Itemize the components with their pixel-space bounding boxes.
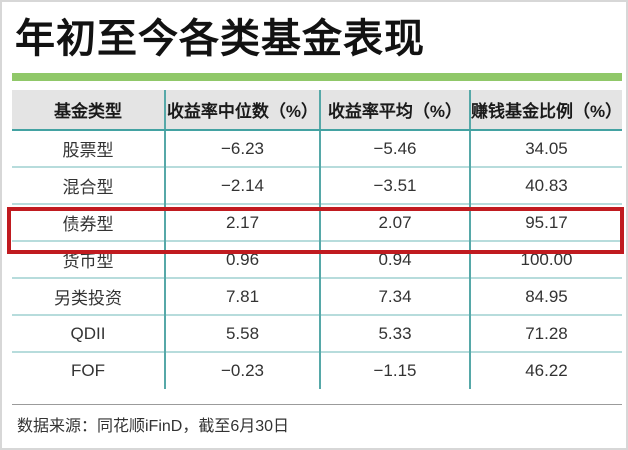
table-header-row: 基金类型 收益率中位数（%） 收益率平均（%） 赚钱基金比例（%） [12,90,622,131]
column-header-fund-type: 基金类型 [12,90,165,131]
cell-mean: −1.15 [319,351,470,389]
green-divider-bar [12,73,622,81]
cell-pct: 100.00 [469,240,622,278]
column-header-median-return: 收益率中位数（%） [164,90,320,131]
cell-median: −6.23 [164,130,320,167]
cell-fund-type: 混合型 [12,166,165,204]
cell-mean: −5.46 [319,130,470,167]
cell-mean: 0.94 [319,240,470,278]
table-bottom-divider [12,404,622,405]
table-row: FOF −0.23 −1.15 46.22 [12,351,622,389]
cell-mean: −3.51 [319,166,470,204]
cell-median: 5.58 [164,314,320,352]
fund-performance-table: 基金类型 收益率中位数（%） 收益率平均（%） 赚钱基金比例（%） 股票型 −6… [12,90,622,389]
cell-fund-type: FOF [12,351,165,389]
cell-fund-type: 股票型 [62,141,114,160]
table-row-highlighted: 债券型 2.17 2.07 95.17 [12,203,622,241]
column-header-profit-ratio: 赚钱基金比例（%） [469,90,622,131]
cell-fund-type: 货币型 [12,240,165,278]
cell-median: −2.14 [164,166,320,204]
cell-pct: 95.17 [469,203,622,241]
column-header-mean-return: 收益率平均（%） [319,90,470,131]
table-row: 货币型 0.96 0.94 100.00 [12,240,622,278]
table-row: 另类投资 7.81 7.34 84.95 [12,277,622,315]
cell-pct: 34.05 [469,130,622,167]
cell-median: 0.96 [164,240,320,278]
cell-fund-type: QDII [12,314,165,352]
cell-fund-type: 债券型 [12,203,165,241]
cell-median: 7.81 [164,277,320,315]
cell-median: −0.23 [164,351,320,389]
page-title: 年初至今各类基金表现 [15,17,425,61]
cell-fund-type: 另类投资 [12,277,165,315]
cell-median: 2.17 [164,203,320,241]
cell-pct: 46.22 [469,351,622,389]
cell-mean: 2.07 [319,203,470,241]
cell-mean: 7.34 [319,277,470,315]
table-row: QDII 5.58 5.33 71.28 [12,314,622,352]
data-source-note: 数据来源：同花顺iFinD，截至6月30日 [17,418,290,435]
table-row: 混合型 −2.14 −3.51 40.83 [12,166,622,204]
cell-pct: 84.95 [469,277,622,315]
cell-pct: 71.28 [469,314,622,352]
cell-mean: 5.33 [319,314,470,352]
cell-pct: 40.83 [469,166,622,204]
table-row: 股票型 −6.23 −5.46 34.05 [12,130,622,167]
